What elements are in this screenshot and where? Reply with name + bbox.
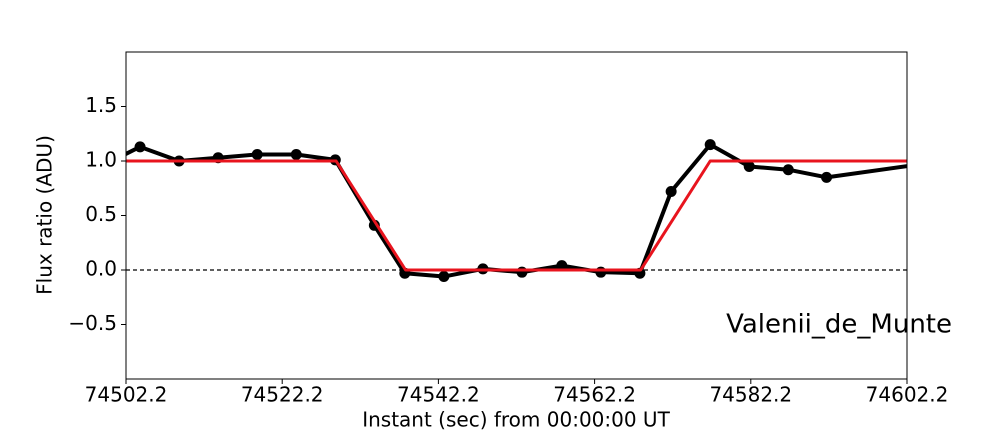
- series-line: [126, 142, 907, 279]
- station-label: Valenii_de_Munte: [726, 310, 952, 340]
- data-point: [516, 266, 528, 278]
- y-tick-label: 0.5: [85, 202, 117, 226]
- plot-area: [126, 139, 949, 283]
- series-line: [126, 159, 907, 272]
- y-tick-label: 0.0: [85, 257, 117, 281]
- x-tick-label: 74542.2: [397, 383, 480, 407]
- x-axis-label: Instant (sec) from 00:00:00 UT: [362, 408, 670, 432]
- data-point: [704, 139, 716, 151]
- data-point: [743, 160, 755, 172]
- x-tick-label: 74502.2: [85, 383, 168, 407]
- y-axis-label: Flux ratio (ADU): [33, 135, 57, 295]
- plot-frame: [125, 51, 908, 380]
- data-point: [782, 164, 794, 176]
- data-point: [938, 156, 949, 167]
- data-point: [821, 171, 833, 183]
- y-tick-label: 1.0: [85, 148, 117, 172]
- data-point: [556, 260, 568, 272]
- data-point: [251, 148, 263, 160]
- x-tick-label: 74522.2: [241, 383, 324, 407]
- data-point: [134, 141, 146, 153]
- data-point: [665, 186, 677, 198]
- x-tick-label: 74562.2: [553, 383, 636, 407]
- data-point: [290, 148, 302, 160]
- data-point: [595, 266, 607, 278]
- x-tick-label: 74582.2: [709, 383, 792, 407]
- x-tick-label: 74602.2: [866, 383, 949, 407]
- y-tick-label: −0.5: [68, 311, 117, 335]
- data-point: [438, 271, 450, 283]
- y-tick-label: 1.5: [85, 93, 117, 117]
